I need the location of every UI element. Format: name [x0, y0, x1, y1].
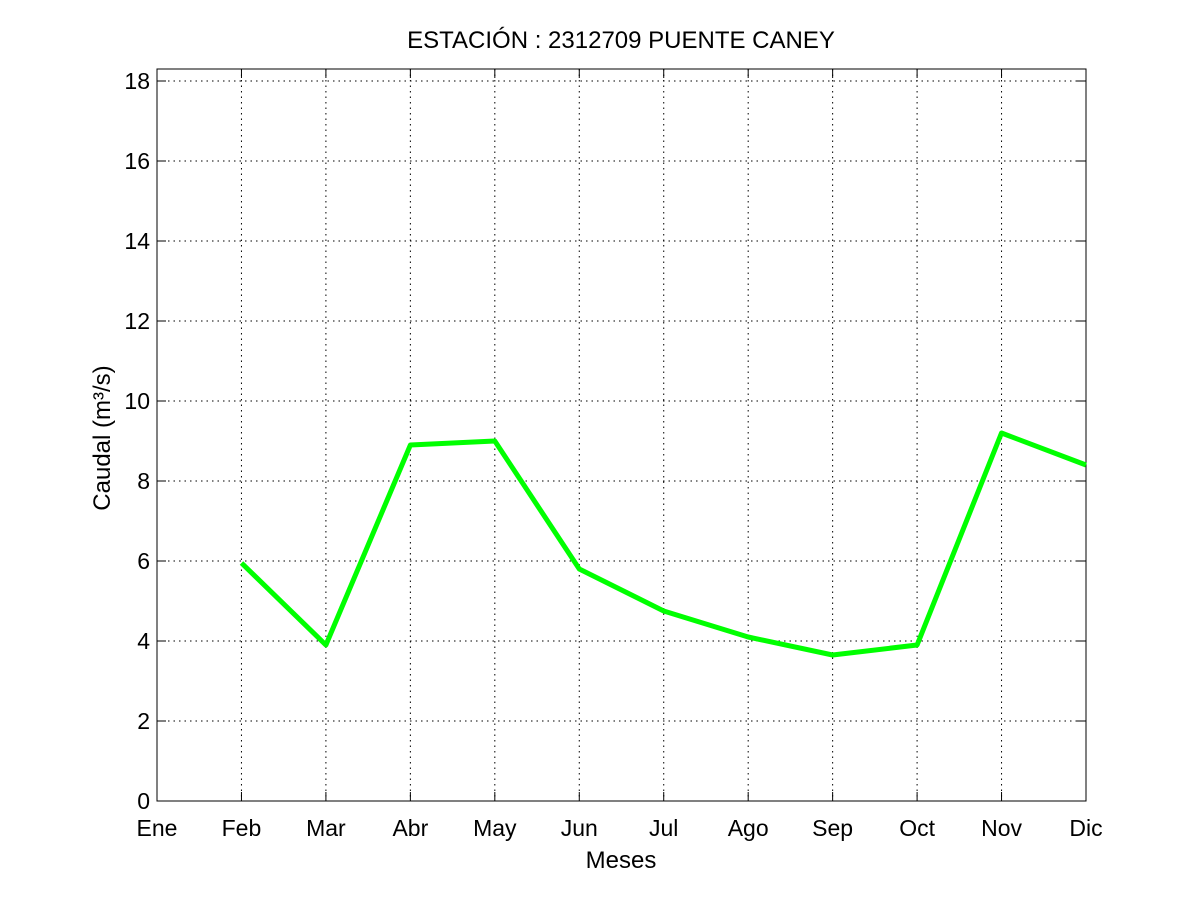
y-tick-label: 10: [124, 388, 150, 414]
x-axis-label: Meses: [586, 847, 657, 874]
x-tick-label: Ene: [137, 815, 178, 841]
series-layer: [239, 430, 1087, 658]
x-tick-label: Sep: [812, 815, 853, 841]
x-tick-label: Ago: [728, 815, 769, 841]
y-tick-labels: 0 2 4 6 8 10 12 14 16 18: [124, 68, 150, 814]
x-tick-label: Oct: [899, 815, 935, 841]
y-tick-label: 12: [124, 308, 150, 334]
y-tick-label: 14: [124, 228, 150, 254]
grid-lines: [157, 69, 1086, 801]
y-tick-label: 0: [137, 788, 150, 814]
x-tick-label: Feb: [222, 815, 262, 841]
y-tick-label: 2: [137, 708, 150, 734]
y-tick-label: 6: [137, 548, 150, 574]
x-tick-labels: Ene Feb Mar Abr May Jun Jul Ago Sep Oct Nov Dic: [137, 815, 1103, 841]
x-tick-label: Jun: [561, 815, 598, 841]
x-tick-label: Dic: [1069, 815, 1102, 841]
chart-title: ESTACIÓN : 2312709 PUENTE CANEY: [407, 27, 835, 54]
x-tick-label: Nov: [981, 815, 1022, 841]
y-axis-label: Caudal (m³/s): [89, 365, 116, 510]
tick-marks: [156, 69, 1087, 802]
plot-area-frame: [156, 68, 1087, 802]
x-tick-label: May: [473, 815, 517, 841]
y-tick-label: 18: [124, 68, 150, 94]
x-tick-label: Abr: [392, 815, 428, 841]
y-tick-label: 4: [137, 628, 150, 654]
y-tick-label: 8: [137, 468, 150, 494]
x-tick-label: Jul: [649, 815, 678, 841]
x-tick-label: Mar: [306, 815, 346, 841]
y-tick-label: 16: [124, 148, 150, 174]
